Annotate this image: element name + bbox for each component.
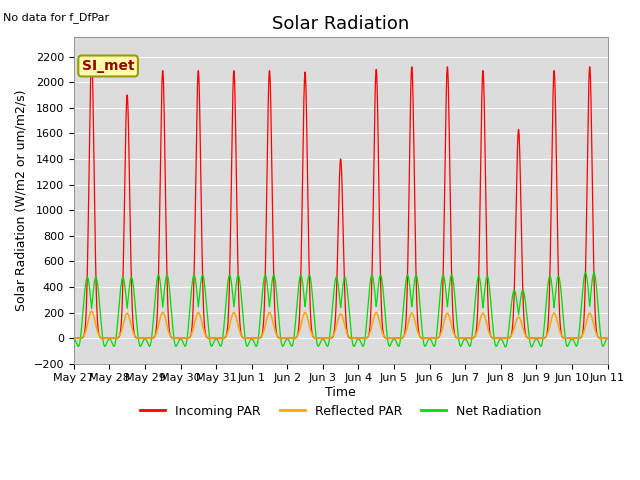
Title: Solar Radiation: Solar Radiation [272, 15, 409, 33]
Legend: Incoming PAR, Reflected PAR, Net Radiation: Incoming PAR, Reflected PAR, Net Radiati… [135, 400, 546, 423]
Text: SI_met: SI_met [82, 59, 134, 73]
Text: No data for f_DfPar: No data for f_DfPar [3, 12, 109, 23]
Y-axis label: Solar Radiation (W/m2 or um/m2/s): Solar Radiation (W/m2 or um/m2/s) [15, 90, 28, 312]
X-axis label: Time: Time [325, 386, 356, 399]
